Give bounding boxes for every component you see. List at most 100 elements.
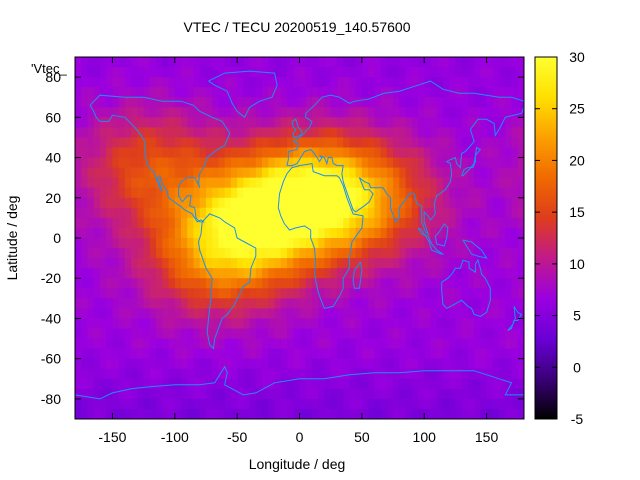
heat-cell [411, 378, 419, 390]
heat-cell [218, 378, 226, 390]
heat-cell [492, 217, 500, 229]
heat-cell [255, 318, 263, 330]
heat-cell [218, 107, 226, 118]
heat-cell [455, 258, 463, 269]
heat-cell [480, 137, 488, 149]
heat-cell [174, 358, 182, 370]
heat-cell [349, 268, 357, 279]
heat-cell [393, 227, 400, 239]
heat-cell [499, 298, 506, 309]
heat-cell [287, 268, 294, 279]
heat-cell [436, 127, 444, 139]
heat-cell [293, 248, 301, 259]
heat-cell [474, 197, 481, 209]
heat-cell [255, 408, 263, 419]
heat-cell [336, 338, 344, 350]
x-tick-label: -150 [98, 429, 126, 445]
heat-cell [143, 358, 151, 370]
heat-cell [405, 248, 413, 259]
heat-cell [324, 248, 332, 259]
heat-cell [318, 238, 326, 249]
heat-cell [187, 378, 195, 390]
heat-cell [237, 358, 244, 370]
heat-cell [243, 197, 251, 209]
heat-cell [212, 368, 220, 380]
heat-cell [243, 268, 251, 279]
heat-cell [517, 217, 524, 229]
heat-cell [449, 137, 457, 149]
heat-cell [268, 177, 276, 189]
heat-cell [81, 398, 89, 410]
heat-cell [106, 57, 114, 68]
heat-cell [505, 87, 513, 98]
heat-cell [237, 157, 244, 169]
heat-cell [318, 288, 326, 299]
heat-cell [486, 318, 494, 330]
heat-cell [299, 408, 307, 419]
heat-cell [237, 57, 244, 68]
heat-cell [87, 258, 95, 269]
heat-cell [486, 77, 494, 88]
heat-cell [436, 147, 444, 159]
heat-cell [374, 368, 382, 380]
heat-cell [143, 398, 151, 410]
heat-cell [106, 328, 114, 340]
heat-cell [417, 268, 425, 279]
heat-cell [305, 288, 313, 299]
coast-australia [441, 258, 491, 317]
heat-cell [361, 358, 369, 370]
heat-cell [181, 298, 188, 309]
heat-cell [393, 408, 400, 419]
heat-cell [218, 117, 226, 128]
heat-cell [181, 137, 188, 149]
heat-cell [324, 97, 332, 108]
heat-cell [162, 217, 170, 229]
heat-cell [318, 157, 326, 169]
heat-cell [505, 328, 513, 340]
heat-cell [124, 77, 132, 88]
heat-cell [324, 147, 332, 159]
heat-cell [517, 147, 524, 159]
heat-cell [405, 177, 413, 189]
heat-cell [467, 388, 475, 400]
heat-cell [181, 318, 188, 330]
heat-cell [262, 328, 269, 340]
heat-cell [131, 378, 138, 390]
heat-cell [399, 187, 407, 199]
heat-cell [355, 318, 363, 330]
heat-cell [442, 268, 450, 279]
heat-cell [511, 127, 519, 139]
heat-cell [361, 408, 369, 419]
heat-cell [293, 187, 301, 199]
heat-cell [386, 398, 394, 410]
heat-cell [349, 238, 357, 249]
heat-cell [374, 57, 382, 68]
heat-cell [131, 328, 138, 340]
heat-cell [212, 238, 220, 249]
heat-cell [336, 268, 344, 279]
heat-cell [262, 338, 269, 350]
heat-cell [355, 127, 363, 139]
heat-cell [311, 87, 319, 98]
heat-cell [274, 298, 282, 309]
heat-cell [106, 127, 114, 139]
heat-cell [181, 288, 188, 299]
heat-cell [324, 408, 332, 419]
heat-cell [305, 308, 313, 320]
heat-cell [199, 127, 207, 139]
heat-cell [517, 358, 524, 370]
heat-cell [411, 197, 419, 209]
heat-cell [324, 167, 332, 179]
heat-cell [187, 398, 195, 410]
heat-cell [436, 77, 444, 88]
heat-cell [106, 137, 114, 149]
heat-cell [499, 288, 506, 299]
heat-cell [118, 238, 126, 249]
heat-cell [174, 167, 182, 179]
heat-cell [274, 358, 282, 370]
heat-cell [143, 147, 151, 159]
heat-cell [355, 217, 363, 229]
heat-cell [143, 338, 151, 350]
heat-cell [212, 278, 220, 289]
heat-cell [436, 318, 444, 330]
